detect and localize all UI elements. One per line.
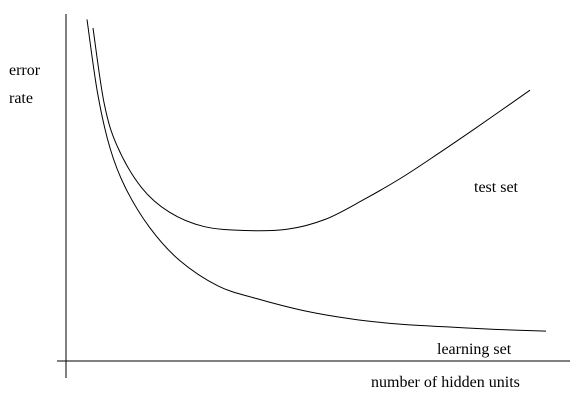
- y-axis-label-line-1: error: [9, 62, 41, 79]
- y-axis-label-line-2: rate: [9, 90, 33, 107]
- series-label-learning-set: learning set: [437, 341, 512, 358]
- x-axis-label: number of hidden units: [371, 374, 520, 391]
- series-line-learning-set: [86, 19, 547, 332]
- series-label-test-set: test set: [474, 179, 518, 196]
- series-line-test-set: [92, 27, 531, 232]
